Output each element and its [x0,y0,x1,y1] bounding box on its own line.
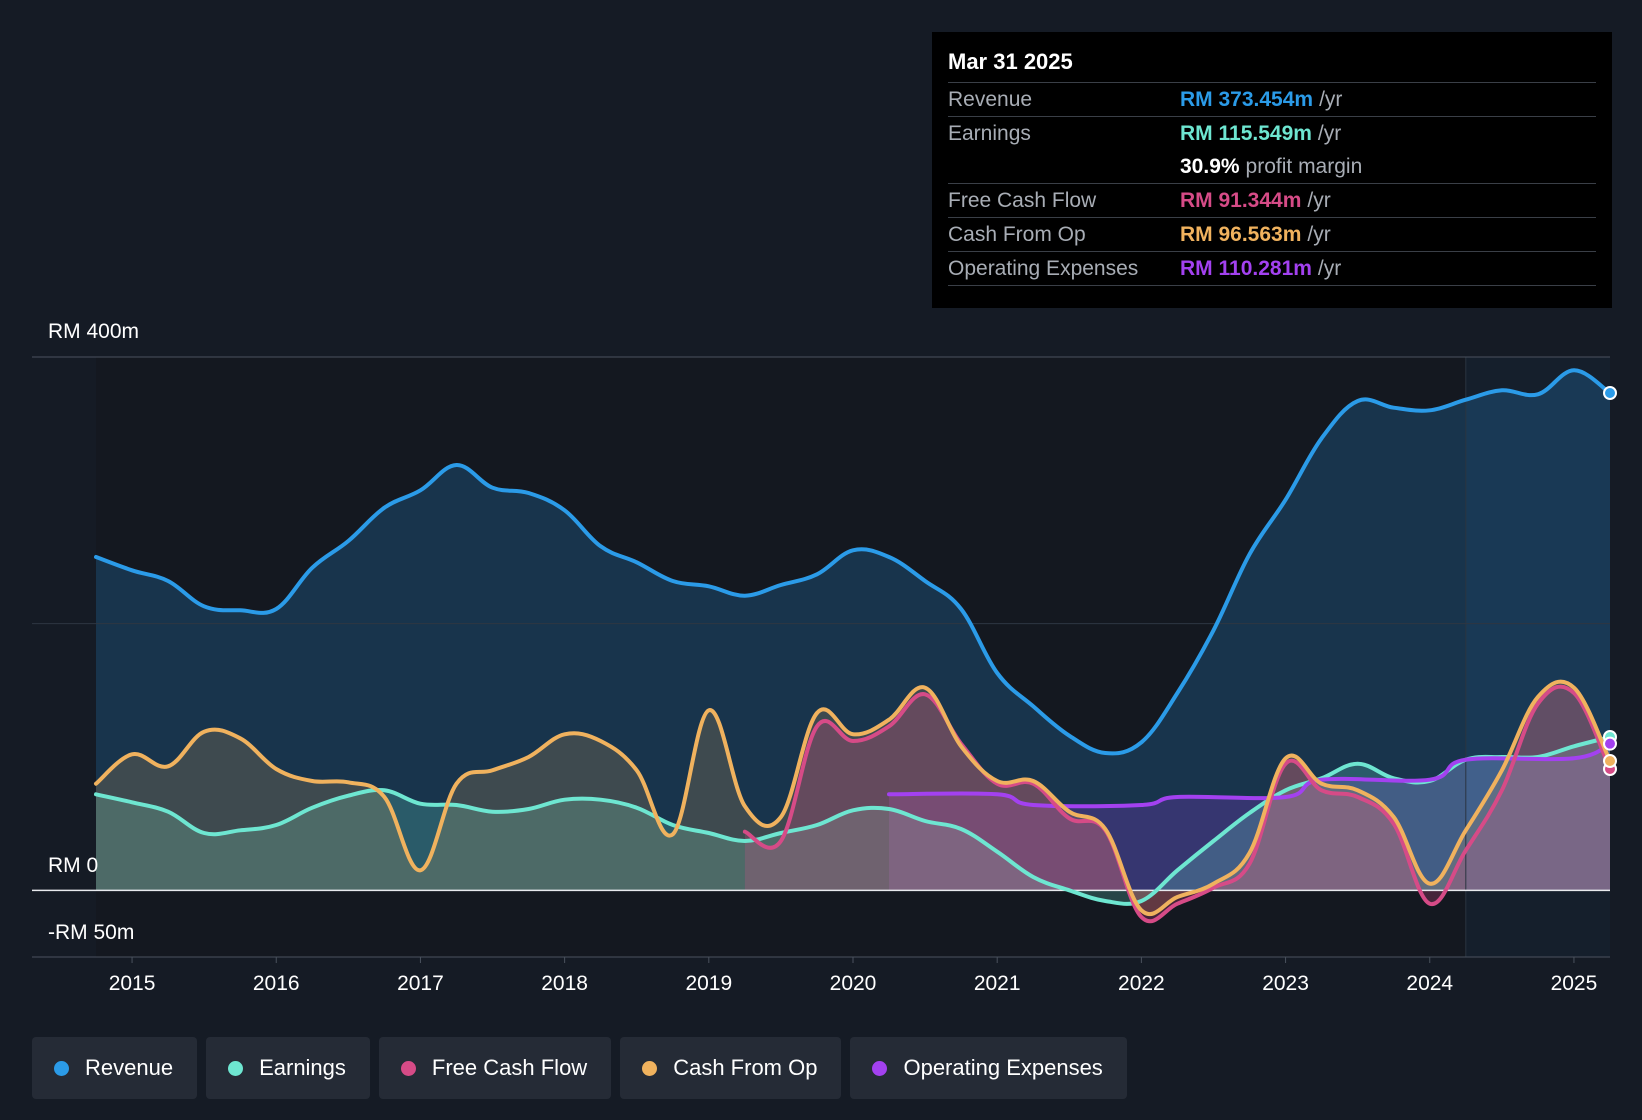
series-line-revenue [94,368,1612,756]
grid-lines [32,356,1610,958]
legend-label: Operating Expenses [903,1055,1103,1080]
legend-dot-icon [642,1060,658,1076]
x-tick-label: 2022 [1118,972,1165,995]
series-line-earnings [94,735,1612,906]
tooltip-unit: /yr [1307,223,1331,246]
series-fills [96,357,1610,957]
x-tick-label: 2016 [253,972,300,995]
legend-item-free-cash-flow[interactable]: Free Cash Flow [378,1037,612,1099]
x-tick-label: 2019 [685,972,732,995]
legend-item-operating-expenses[interactable]: Operating Expenses [850,1037,1127,1099]
legend-dot-icon [872,1060,888,1076]
legend-dot-icon [54,1060,69,1076]
tooltip-row-cash-from-op: Cash From Op RM 96.563m /yr [948,218,1596,252]
series-line-free-cash-flow [742,684,1612,924]
series-lines [94,368,1612,924]
x-tick-label: 2018 [541,972,588,995]
legend-dot-icon [400,1060,416,1076]
end-marker-cash-from-op [1603,754,1617,768]
x-tick-label: 2023 [1262,972,1309,995]
tooltip-label: Cash From Op [948,223,1086,246]
x-tick-label: 2021 [974,972,1021,995]
tooltip-row-profit-margin: 30.9% profit margin [948,150,1596,184]
series-end-markers [1603,386,1617,776]
legend-item-earnings[interactable]: Earnings [206,1037,370,1099]
x-tick-label: 2017 [397,972,444,995]
end-marker-operating-expenses [1603,736,1617,751]
end-marker-revenue [1603,386,1617,400]
tooltip-unit: /yr [1317,122,1342,145]
series-area-cash-from-op [96,681,1610,915]
tooltip-label: Revenue [948,88,1033,111]
x-axis-ticks: 2015 2016 2017 2018 2019 2020 2021 2022 2023 2024… [109,957,1598,995]
tooltip-value: RM 110.281m [1180,257,1312,280]
x-tick-label: 2024 [1406,972,1453,995]
tooltip-value: RM 96.563m [1180,223,1302,246]
tooltip-value: 30.9% [1180,155,1240,178]
legend-item-cash-from-op[interactable]: Cash From Op [620,1037,842,1099]
tooltip-unit: profit margin [1245,155,1363,178]
tooltip-label: Earnings [948,122,1031,145]
y-label-zero: RM 0 [48,854,99,877]
series-line-cash-from-op [94,679,1612,917]
tooltip-date: Mar 31 2025 [948,46,1596,83]
tooltip-label: Operating Expenses [948,257,1139,280]
series-area-earnings [96,737,1610,904]
tooltip-row-free-cash-flow: Free Cash Flow RM 91.344m /yr [948,184,1596,218]
chart-legend: Revenue Earnings Free Cash Flow Cash Fro… [32,1037,1127,1099]
tooltip-value: RM 91.344m [1180,189,1302,212]
plot-background [96,357,1610,957]
y-label-bottom: -RM 50m [48,921,135,944]
tooltip-row-earnings: Earnings RM 115.549m /yr [948,117,1596,150]
highlight-region [1465,357,1610,957]
tooltip-row-operating-expenses: Operating Expenses RM 110.281m /yr [948,252,1596,286]
tooltip-value: RM 373.454m [1180,88,1314,111]
x-tick-label: 2025 [1551,972,1598,995]
tooltip-unit: /yr [1307,189,1331,212]
x-tick-label: 2020 [830,972,877,995]
legend-label: Cash From Op [673,1055,818,1080]
legend-label: Revenue [85,1055,174,1080]
legend-dot-icon [228,1060,244,1076]
x-tick-label: 2015 [109,972,156,995]
tooltip-label [948,150,1180,183]
y-label-top: RM 400m [48,320,140,343]
series-area-revenue [96,370,1610,891]
tooltip-unit: /yr [1319,88,1343,111]
data-tooltip: Mar 31 2025 Revenue RM 373.454m /yr Earn… [932,32,1612,308]
tooltip-value: RM 115.549m [1180,122,1312,145]
series-line-operating-expenses [887,741,1612,809]
tooltip-label: Free Cash Flow [948,189,1097,212]
legend-item-revenue[interactable]: Revenue [32,1037,198,1099]
tooltip-unit: /yr [1317,257,1342,280]
legend-label: Free Cash Flow [431,1055,588,1080]
legend-label: Earnings [259,1055,346,1080]
tooltip-row-revenue: Revenue RM 373.454m /yr [948,83,1596,117]
